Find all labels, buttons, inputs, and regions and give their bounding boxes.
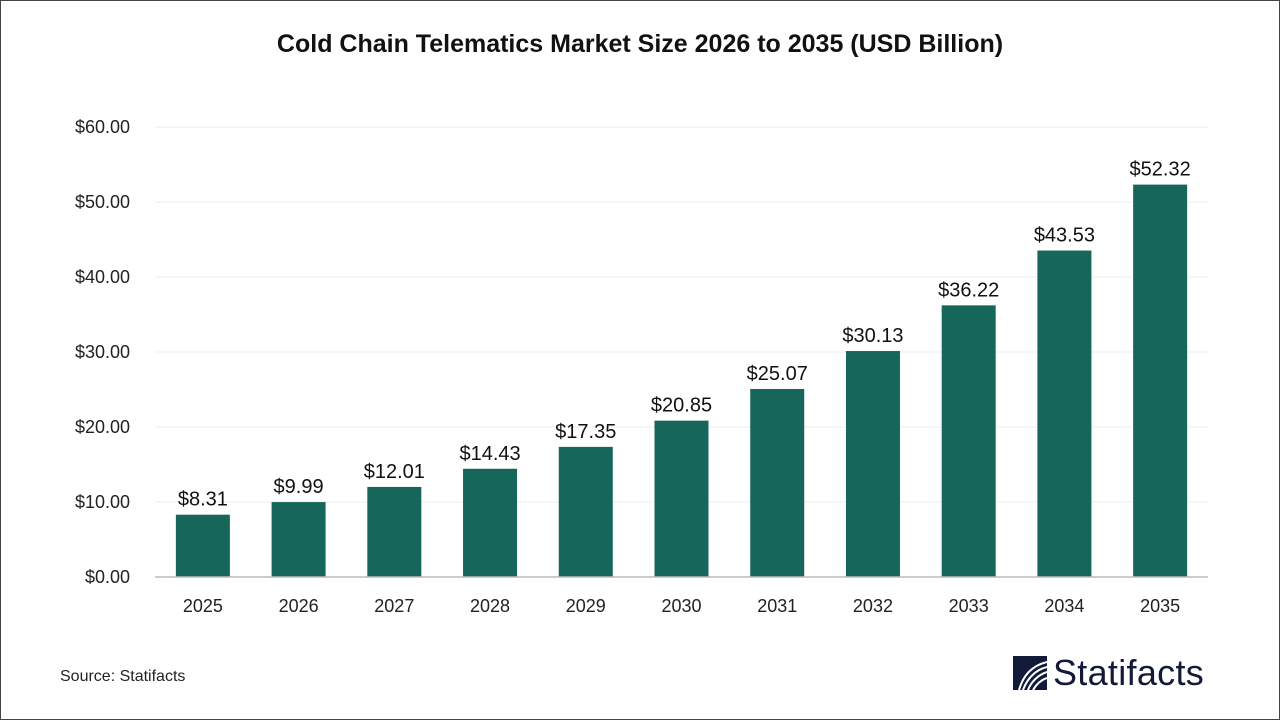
- data-label: $12.01: [364, 461, 425, 483]
- bar-2034: [1037, 250, 1092, 577]
- y-tick-label: $30.00: [75, 342, 130, 362]
- bar-2028: [463, 468, 518, 577]
- bar-2030: [654, 420, 709, 577]
- x-tick-label: 2029: [566, 596, 606, 616]
- statifacts-logo: Statifacts: [1013, 652, 1204, 694]
- y-tick-label: $20.00: [75, 417, 130, 437]
- bar-2033: [941, 305, 996, 577]
- x-tick-label: 2026: [279, 596, 319, 616]
- data-label: $14.43: [459, 443, 520, 465]
- bar-2032: [845, 351, 900, 577]
- y-tick-label: $0.00: [85, 567, 130, 587]
- data-label: $25.07: [747, 363, 808, 385]
- x-tick-label: 2035: [1140, 596, 1180, 616]
- logo-text: Statifacts: [1053, 652, 1205, 693]
- y-tick-label: $40.00: [75, 267, 130, 287]
- y-tick-label: $60.00: [75, 117, 130, 137]
- x-tick-label: 2027: [374, 596, 414, 616]
- data-label: $17.35: [555, 421, 616, 443]
- x-tick-label: 2031: [757, 596, 797, 616]
- data-label: $43.53: [1034, 225, 1095, 247]
- x-tick-label: 2032: [853, 596, 893, 616]
- x-tick-label: 2033: [949, 596, 989, 616]
- data-label: $20.85: [651, 395, 712, 417]
- bar-2029: [558, 446, 613, 577]
- x-tick-label: 2030: [661, 596, 701, 616]
- x-tick-label: 2028: [470, 596, 510, 616]
- bar-2025: [175, 514, 230, 577]
- bar-2031: [750, 388, 805, 577]
- data-label: $36.22: [938, 279, 999, 301]
- x-tick-label: 2025: [183, 596, 223, 616]
- data-label: $52.32: [1130, 159, 1191, 181]
- data-label: $30.13: [842, 325, 903, 347]
- chart-title: Cold Chain Telematics Market Size 2026 t…: [276, 30, 1004, 58]
- data-label: $9.99: [274, 476, 324, 498]
- bar-2026: [271, 502, 326, 577]
- x-tick-label: 2034: [1044, 596, 1084, 616]
- y-tick-label: $50.00: [75, 192, 130, 212]
- bar-2035: [1133, 184, 1188, 577]
- bar-2027: [367, 486, 422, 577]
- statifacts-logo-icon: [1013, 656, 1047, 690]
- source-note: Source: Statifacts: [60, 668, 186, 685]
- y-tick-label: $10.00: [75, 492, 130, 512]
- data-label: $8.31: [178, 489, 228, 511]
